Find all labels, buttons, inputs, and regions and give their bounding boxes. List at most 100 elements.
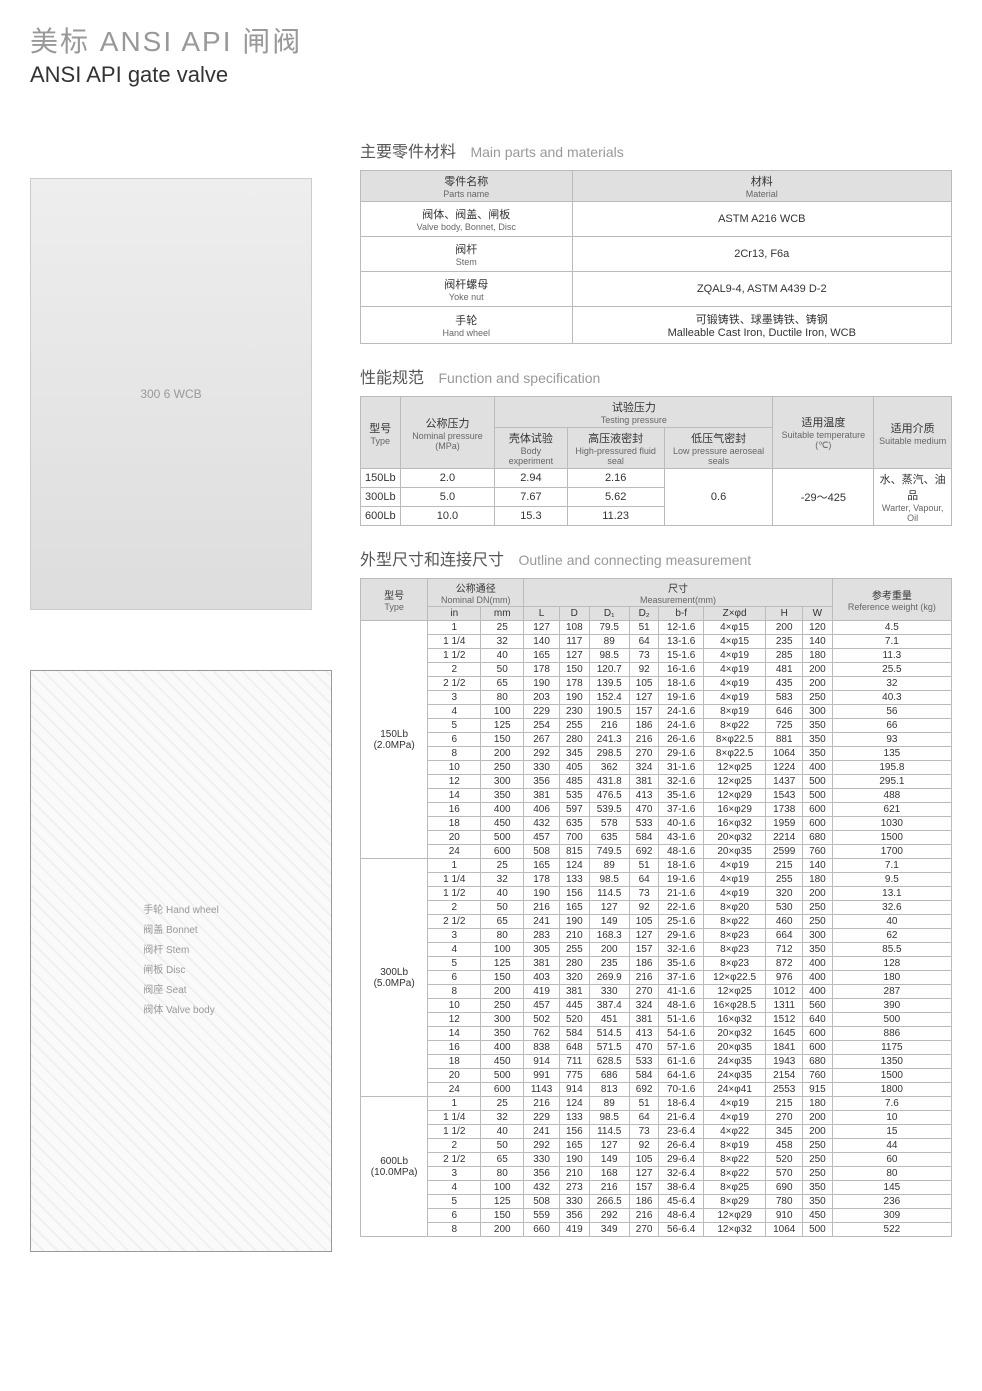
dim-cell: 180 — [832, 971, 951, 985]
table-row: 2050045770063558443-1.620×φ3222146801500 — [361, 831, 952, 845]
dim-cell: 266.5 — [589, 1195, 629, 1209]
dim-cell: 235 — [766, 635, 803, 649]
dim-cell: 508 — [524, 845, 560, 859]
table-row: 8200292345298.527029-1.68×φ22.5106435013… — [361, 747, 952, 761]
dim-cell: 120.7 — [589, 663, 629, 677]
dim-cell: 4×φ19 — [703, 649, 766, 663]
dim-col-D: D — [559, 607, 589, 621]
spec-col-low: 低压气密封Low pressure aeroseal seals — [664, 428, 773, 469]
dim-cell: 760 — [803, 845, 833, 859]
dim-cell: 400 — [803, 971, 833, 985]
dim-cell: 89 — [589, 635, 629, 649]
dim-cell: 25 — [481, 859, 524, 873]
dim-cell: 292 — [524, 747, 560, 761]
dim-cell: 1064 — [766, 1223, 803, 1237]
dim-cell: 725 — [766, 719, 803, 733]
dim-cell: 156 — [559, 887, 589, 901]
dim-cell: 1841 — [766, 1041, 803, 1055]
dim-cell: 1311 — [766, 999, 803, 1013]
dim-cell: 236 — [832, 1195, 951, 1209]
dim-cell: 381 — [629, 1013, 659, 1027]
dim-cell: 29-6.4 — [659, 1153, 703, 1167]
parts-cell-name: 阀杆Stem — [361, 237, 573, 272]
dim-cell: 25 — [481, 621, 524, 635]
table-row: 5125508330266.518645-6.48×φ29780350236 — [361, 1195, 952, 1209]
table-row: 512525425521618624-1.68×φ2272535066 — [361, 719, 952, 733]
dim-cell: 2 1/2 — [428, 677, 481, 691]
dim-cell: 19-1.6 — [659, 873, 703, 887]
dim-cell: 692 — [629, 1083, 659, 1097]
dim-cell: 54-1.6 — [659, 1027, 703, 1041]
dim-cell: 2 — [428, 1139, 481, 1153]
dim-col-nominal: 公称通径Nominal DN(mm) — [428, 579, 524, 607]
dim-cell: 295.1 — [832, 775, 951, 789]
dim-cell: 13.1 — [832, 887, 951, 901]
dim-cell: 2599 — [766, 845, 803, 859]
dim-cell: 6 — [428, 971, 481, 985]
table-row: 18450914711628.553361-1.624×φ35194368013… — [361, 1055, 952, 1069]
table-row: 型号Type 公称压力Nominal pressure (MPa) 试验压力Te… — [361, 397, 952, 428]
parts-cell-material: ASTM A216 WCB — [572, 202, 951, 237]
dim-cell: 400 — [803, 761, 833, 775]
dim-cell: 50 — [481, 901, 524, 915]
dim-cell: 1943 — [766, 1055, 803, 1069]
dim-cell: 25 — [481, 1097, 524, 1111]
table-row: 2 1/26524119014910525-1.68×φ2246025040 — [361, 915, 952, 929]
dim-cell: 1224 — [766, 761, 803, 775]
dim-cell: 267 — [524, 733, 560, 747]
dim-cell: 400 — [481, 803, 524, 817]
dim-cell: 4×φ19 — [703, 873, 766, 887]
dim-cell: 356 — [559, 1209, 589, 1223]
dim-cell: 50 — [481, 1139, 524, 1153]
dim-section-title: 外型尺寸和连接尺寸 Outline and connecting measure… — [360, 546, 952, 570]
dim-cell: 3 — [428, 691, 481, 705]
dim-cell: 79.5 — [589, 621, 629, 635]
dim-cell: 92 — [629, 901, 659, 915]
dim-cell: 29-1.6 — [659, 929, 703, 943]
table-row: 14350762584514.541354-1.620×φ32164560088… — [361, 1027, 952, 1041]
dim-cell: 21-6.4 — [659, 1111, 703, 1125]
dim-cell: 280 — [559, 733, 589, 747]
dim-cell: 140 — [524, 635, 560, 649]
dim-cell: 8×φ19 — [703, 705, 766, 719]
dim-cell: 1 1/4 — [428, 1111, 481, 1125]
dim-cell: 405 — [559, 761, 589, 775]
dim-cell: 24×φ41 — [703, 1083, 766, 1097]
dim-cell: 24 — [428, 845, 481, 859]
dim-cell: 165 — [524, 859, 560, 873]
dim-cell: 1064 — [766, 747, 803, 761]
table-row: 250178150120.79216-1.64×φ1948120025.5 — [361, 663, 952, 677]
dim-cell: 330 — [589, 985, 629, 999]
dim-cell: 320 — [766, 887, 803, 901]
dim-cell: 145 — [832, 1181, 951, 1195]
dim-cell: 65 — [481, 1153, 524, 1167]
dim-col-in: in — [428, 607, 481, 621]
dim-cell: 760 — [803, 1069, 833, 1083]
dim-cell: 12 — [428, 775, 481, 789]
dim-cell: 93 — [832, 733, 951, 747]
dim-col-Zphi: Z×φd — [703, 607, 766, 621]
dim-cell: 621 — [832, 803, 951, 817]
dim-cell: 2 — [428, 663, 481, 677]
dim-cell: 65 — [481, 677, 524, 691]
table-row: 1 1/240190156114.57321-1.64×φ1932020013.… — [361, 887, 952, 901]
dim-cell: 8×φ22 — [703, 719, 766, 733]
parts-cell-name: 阀体、阀盖、闸板Valve body, Bonnet, Disc — [361, 202, 573, 237]
dim-cell: 25-1.6 — [659, 915, 703, 929]
dim-cell: 914 — [559, 1083, 589, 1097]
dim-cell: 535 — [559, 789, 589, 803]
dim-cell: 12×φ32 — [703, 1223, 766, 1237]
dim-cell: 330 — [524, 761, 560, 775]
dim-cell: 152.4 — [589, 691, 629, 705]
dim-cell: 150 — [481, 733, 524, 747]
dim-cell: 4×φ19 — [703, 691, 766, 705]
spec-cell: 150Lb — [361, 469, 401, 488]
dim-cell: 150 — [481, 1209, 524, 1223]
dim-cell: 1959 — [766, 817, 803, 831]
dim-cell: 2214 — [766, 831, 803, 845]
dim-cell: 12 — [428, 1013, 481, 1027]
dim-cell: 127 — [589, 1139, 629, 1153]
dim-cell: 12×φ25 — [703, 985, 766, 999]
dim-cell: 230 — [559, 705, 589, 719]
dim-cell: 8×φ23 — [703, 929, 766, 943]
